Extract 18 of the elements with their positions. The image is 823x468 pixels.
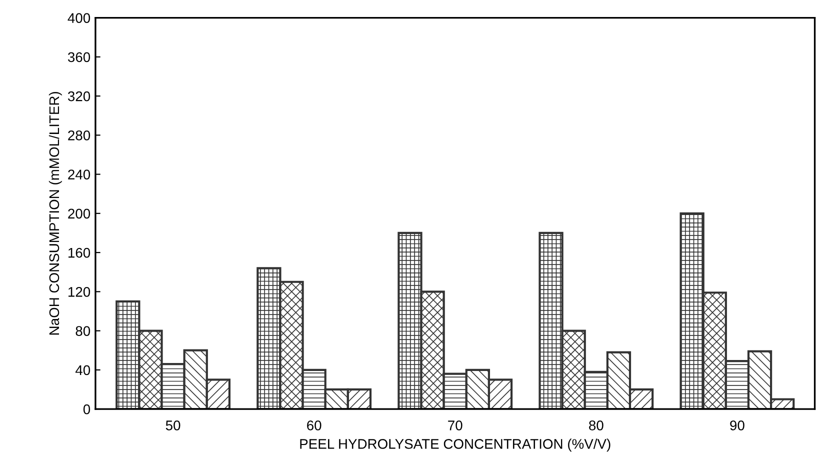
y-tick-label: 360 — [68, 52, 90, 62]
y-tick-label: 40 — [75, 365, 90, 376]
y-tick-label: 240 — [68, 170, 90, 180]
y-tick-label: 400 — [68, 13, 90, 23]
x-tick-label: 80 — [589, 420, 604, 430]
y-axis-title: NaOH CONSUMPTION (mMOL/LITER) — [48, 92, 62, 335]
x-axis-title: PEEL HYDROLYSATE CONCENTRATION (%V/V) — [300, 438, 610, 452]
y-tick-label: 200 — [68, 208, 90, 219]
y-tick-label: 80 — [76, 326, 90, 336]
y-tick-label: 160 — [68, 248, 90, 258]
y-tick-label: 0 — [83, 404, 90, 414]
x-tick-label: 50 — [166, 420, 180, 430]
x-tick-label: 60 — [307, 420, 322, 430]
y-tick-label: 280 — [68, 130, 90, 140]
y-tick-label: 320 — [68, 91, 90, 102]
x-tick-label: 90 — [730, 420, 744, 430]
y-tick-label: 120 — [68, 286, 90, 297]
x-tick-label: 70 — [448, 420, 462, 430]
